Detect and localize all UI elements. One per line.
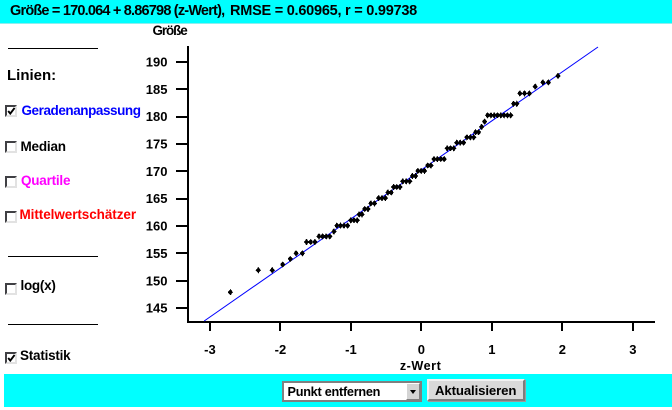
svg-text:160: 160 xyxy=(146,219,168,234)
svg-text:190: 190 xyxy=(146,55,168,70)
svg-text:0: 0 xyxy=(418,342,425,357)
svg-text:145: 145 xyxy=(146,301,168,316)
svg-text:-1: -1 xyxy=(345,342,357,357)
svg-text:180: 180 xyxy=(146,109,168,124)
svg-text:165: 165 xyxy=(146,191,168,206)
svg-text:Größe: Größe xyxy=(153,23,188,38)
svg-text:155: 155 xyxy=(146,246,168,261)
svg-text:150: 150 xyxy=(146,273,168,288)
svg-text:170: 170 xyxy=(146,164,168,179)
svg-text:175: 175 xyxy=(146,137,168,152)
svg-text:-2: -2 xyxy=(275,342,287,357)
svg-text:-3: -3 xyxy=(204,342,216,357)
svg-text:3: 3 xyxy=(629,342,636,357)
svg-text:2: 2 xyxy=(559,342,566,357)
svg-text:1: 1 xyxy=(488,342,495,357)
svg-text:z-Wert: z-Wert xyxy=(400,359,442,373)
svg-text:185: 185 xyxy=(146,82,168,97)
